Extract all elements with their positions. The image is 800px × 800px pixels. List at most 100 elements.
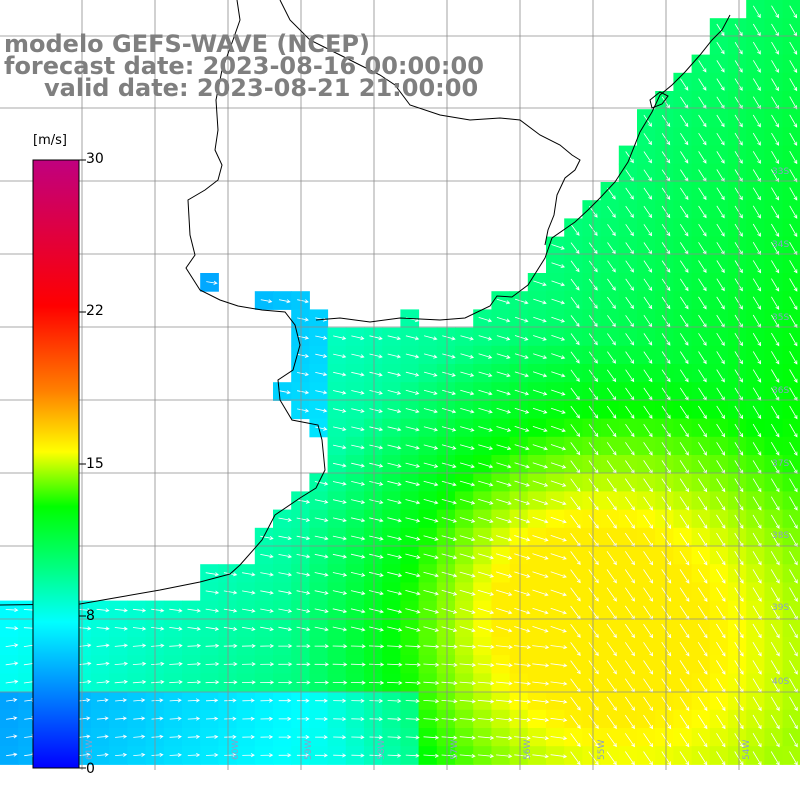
wind-arrow bbox=[532, 663, 550, 668]
wind-arrow bbox=[315, 335, 328, 340]
wind-cell bbox=[782, 18, 800, 37]
wind-arrow bbox=[387, 426, 402, 432]
wind-arrow bbox=[151, 734, 164, 739]
wind-arrow bbox=[78, 698, 91, 703]
wind-arrow bbox=[532, 371, 548, 378]
wind-arrow bbox=[5, 626, 19, 631]
wind-arrow bbox=[423, 553, 439, 560]
wind-arrow bbox=[697, 733, 708, 748]
wind-arrow bbox=[533, 280, 547, 287]
wind-arrow bbox=[643, 296, 653, 310]
wind-arrow bbox=[771, 187, 780, 201]
wind-arrow bbox=[770, 641, 780, 657]
wind-arrow bbox=[514, 480, 530, 487]
wind-arrow bbox=[533, 335, 547, 341]
wind-cell bbox=[782, 91, 800, 110]
wind-speed-field bbox=[0, 0, 800, 765]
wind-arrow bbox=[423, 590, 439, 596]
wind-arrow bbox=[478, 480, 494, 487]
wind-arrow bbox=[387, 480, 402, 486]
wind-arrow bbox=[405, 590, 421, 596]
wind-arrow bbox=[514, 553, 531, 560]
wind-arrow bbox=[205, 661, 220, 667]
wind-arrow bbox=[459, 589, 476, 596]
wind-arrow bbox=[551, 316, 565, 323]
wind-arrow bbox=[297, 335, 310, 340]
wind-arrow bbox=[314, 481, 329, 486]
wind-arrow bbox=[643, 642, 654, 657]
wind-arrow bbox=[114, 643, 129, 648]
wind-arrow bbox=[514, 316, 529, 323]
wind-arrow bbox=[789, 605, 798, 621]
wind-arrow bbox=[570, 514, 581, 529]
wind-arrow bbox=[78, 661, 92, 666]
wind-arrow bbox=[405, 426, 420, 432]
wind-arrow bbox=[588, 551, 599, 566]
wind-arrow bbox=[115, 752, 128, 757]
wind-arrow bbox=[423, 699, 440, 704]
wind-arrow bbox=[550, 462, 567, 469]
wind-arrow bbox=[223, 680, 238, 685]
wind-arrow bbox=[643, 205, 653, 219]
wind-arrow bbox=[442, 353, 456, 359]
wind-arrow bbox=[133, 716, 146, 721]
wind-arrow bbox=[478, 426, 493, 432]
wind-arrow bbox=[496, 426, 512, 432]
wind-arrow bbox=[332, 499, 347, 504]
wind-arrow bbox=[496, 353, 511, 359]
wind-arrow bbox=[789, 369, 798, 383]
wind-arrow bbox=[423, 426, 439, 432]
wind-arrow bbox=[771, 278, 780, 292]
wind-arrow bbox=[514, 645, 532, 650]
wind-arrow bbox=[115, 734, 128, 739]
wind-arrow bbox=[296, 608, 311, 613]
wind-arrow bbox=[151, 643, 165, 648]
wind-cell bbox=[782, 709, 800, 729]
wind-arrow bbox=[333, 426, 347, 432]
wind-arrow bbox=[789, 751, 798, 766]
wind-arrow bbox=[752, 405, 762, 420]
wind-arrow bbox=[680, 151, 689, 164]
wind-arrow bbox=[643, 751, 653, 766]
wind-arrow bbox=[770, 714, 780, 730]
wind-cell bbox=[782, 182, 800, 201]
wind-arrow bbox=[606, 514, 617, 529]
wind-arrow bbox=[151, 716, 164, 721]
wind-arrow bbox=[477, 753, 495, 759]
wind-arrow bbox=[278, 390, 291, 395]
wind-arrow bbox=[496, 335, 511, 341]
wind-arrow bbox=[716, 514, 726, 529]
wind-arrow bbox=[514, 462, 530, 469]
wind-arrow bbox=[789, 478, 798, 493]
wind-arrow bbox=[169, 608, 183, 613]
wind-arrow bbox=[169, 643, 183, 648]
wind-arrow bbox=[78, 608, 92, 613]
wind-arrow bbox=[550, 516, 567, 524]
wind-arrow bbox=[351, 371, 365, 377]
wind-arrow bbox=[624, 569, 635, 584]
wind-arrow bbox=[369, 553, 384, 559]
wind-arrow bbox=[752, 751, 762, 766]
wind-arrow bbox=[679, 187, 689, 200]
wind-arrow bbox=[716, 205, 725, 219]
wind-arrow bbox=[459, 535, 476, 542]
wind-arrow bbox=[752, 732, 762, 748]
lon-label-56w: 56W bbox=[523, 739, 533, 760]
wind-arrow bbox=[624, 733, 635, 748]
wind-arrow bbox=[477, 663, 495, 668]
wind-arrow bbox=[278, 299, 291, 304]
wind-arrow bbox=[350, 553, 366, 559]
wind-arrow bbox=[78, 679, 92, 684]
wind-arrow bbox=[495, 553, 513, 560]
wind-arrow bbox=[550, 607, 567, 615]
wind-arrow bbox=[351, 481, 366, 486]
wind-arrow bbox=[697, 641, 708, 657]
wind-arrow bbox=[441, 681, 458, 686]
wind-arrow bbox=[478, 462, 494, 469]
wind-arrow bbox=[679, 696, 690, 712]
wind-arrow bbox=[332, 644, 348, 649]
wind-arrow bbox=[643, 660, 654, 675]
lat-label-36s: 36S bbox=[772, 386, 790, 396]
wind-cell bbox=[782, 327, 800, 347]
wind-arrow bbox=[332, 626, 348, 632]
